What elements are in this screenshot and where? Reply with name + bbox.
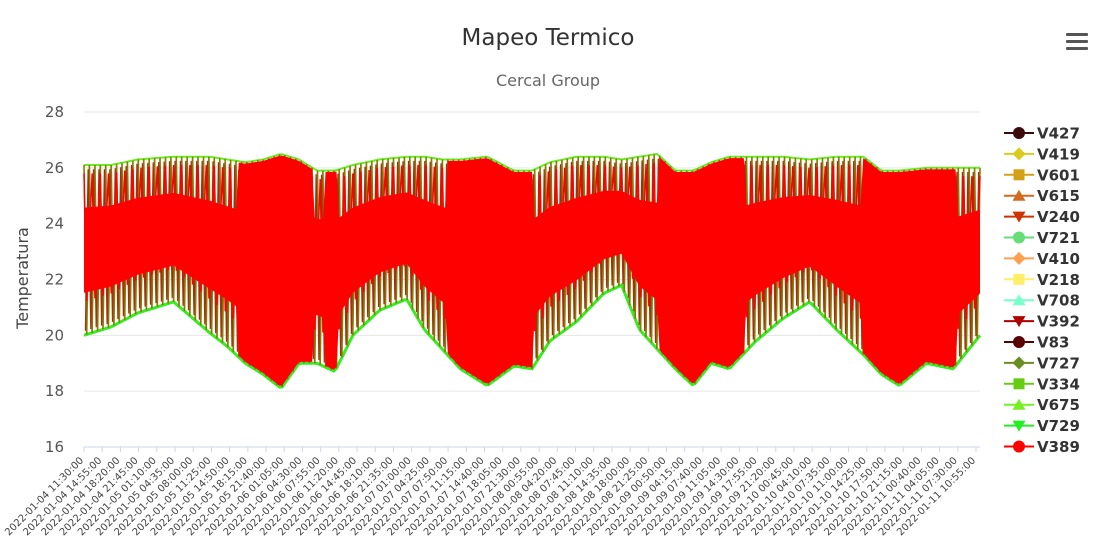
chart-title: Mapeo Termico [462,25,635,51]
y-tick-label: 16 [45,438,64,456]
y-tick-label: 28 [45,103,64,121]
legend-marker-circle [1013,231,1025,244]
legend-item-v708[interactable]: V708 [1004,292,1080,310]
legend-label: V675 [1037,396,1080,414]
legend-label: V615 [1037,187,1080,205]
legend-label: V729 [1037,417,1080,435]
legend-label: V601 [1037,166,1080,184]
y-tick-label: 18 [45,382,64,400]
legend-item-v334[interactable]: V334 [1004,375,1080,393]
series-area-v389 [84,155,980,386]
legend-marker-diamond [1012,251,1026,265]
legend-label: V240 [1037,208,1080,226]
legend-item-v218[interactable]: V218 [1004,271,1080,289]
legend-marker-triangle [1012,189,1026,201]
hamburger-menu-icon[interactable] [1060,30,1094,58]
legend-label: V392 [1037,313,1080,331]
legend-item-v721[interactable]: V721 [1004,229,1080,247]
y-tick-label: 24 [45,215,64,233]
legend-label: V410 [1037,250,1080,268]
legend-label: V218 [1037,271,1080,289]
legend-marker-circle [1013,127,1025,139]
y-axis-ticks: 16 18 20 22 24 26 28 [45,103,64,456]
legend-marker-triangle [1012,398,1026,410]
legend-label: V83 [1037,334,1069,352]
legend-item-v389[interactable]: V389 [1004,438,1080,456]
legend-marker-diamond [1012,356,1026,370]
legend-marker-circle [1013,336,1025,348]
legend-marker-square [1013,378,1025,390]
y-axis-label: Temperatura [13,227,32,330]
legend-item-v601[interactable]: V601 [1004,166,1080,184]
legend-marker-circle [1013,440,1025,453]
legend-marker-triangle [1012,294,1026,306]
legend-item-v427[interactable]: V427 [1004,125,1080,143]
legend-label: V427 [1037,125,1080,143]
legend-item-v240[interactable]: V240 [1004,208,1080,226]
series-line-upper-envelope [84,152,980,172]
plot-area [83,152,982,389]
legend-marker-square [1013,273,1025,285]
legend[interactable]: V427 V419 V601 V615 V240 V721 V410 V218 V708 V392… [1004,125,1080,457]
legend-label: V721 [1037,229,1080,247]
legend-label: V727 [1037,354,1080,372]
legend-label: V419 [1037,145,1080,163]
legend-label: V389 [1037,438,1080,456]
legend-marker-diamond [1012,147,1026,161]
legend-item-v675[interactable]: V675 [1004,396,1080,414]
legend-marker-square [1013,169,1025,181]
legend-label: V708 [1037,292,1080,310]
legend-item-v392[interactable]: V392 [1004,313,1080,331]
legend-item-v419[interactable]: V419 [1004,145,1080,163]
legend-label: V334 [1037,375,1080,393]
legend-marker-triangle-down [1012,316,1026,328]
legend-marker-triangle-down [1012,420,1026,432]
chart-subtitle: Cercal Group [496,71,600,90]
legend-item-v615[interactable]: V615 [1004,187,1080,205]
legend-item-v727[interactable]: V727 [1004,354,1080,372]
legend-item-v729[interactable]: V729 [1004,417,1080,435]
legend-item-v410[interactable]: V410 [1004,250,1080,268]
y-tick-label: 22 [45,271,64,289]
y-tick-label: 26 [45,159,64,177]
legend-item-v83[interactable]: V83 [1004,334,1069,352]
series-line-oscillating [83,154,981,387]
series-line-v389 [83,162,981,354]
legend-marker-triangle-down [1012,211,1026,223]
y-tick-label: 20 [45,326,64,344]
